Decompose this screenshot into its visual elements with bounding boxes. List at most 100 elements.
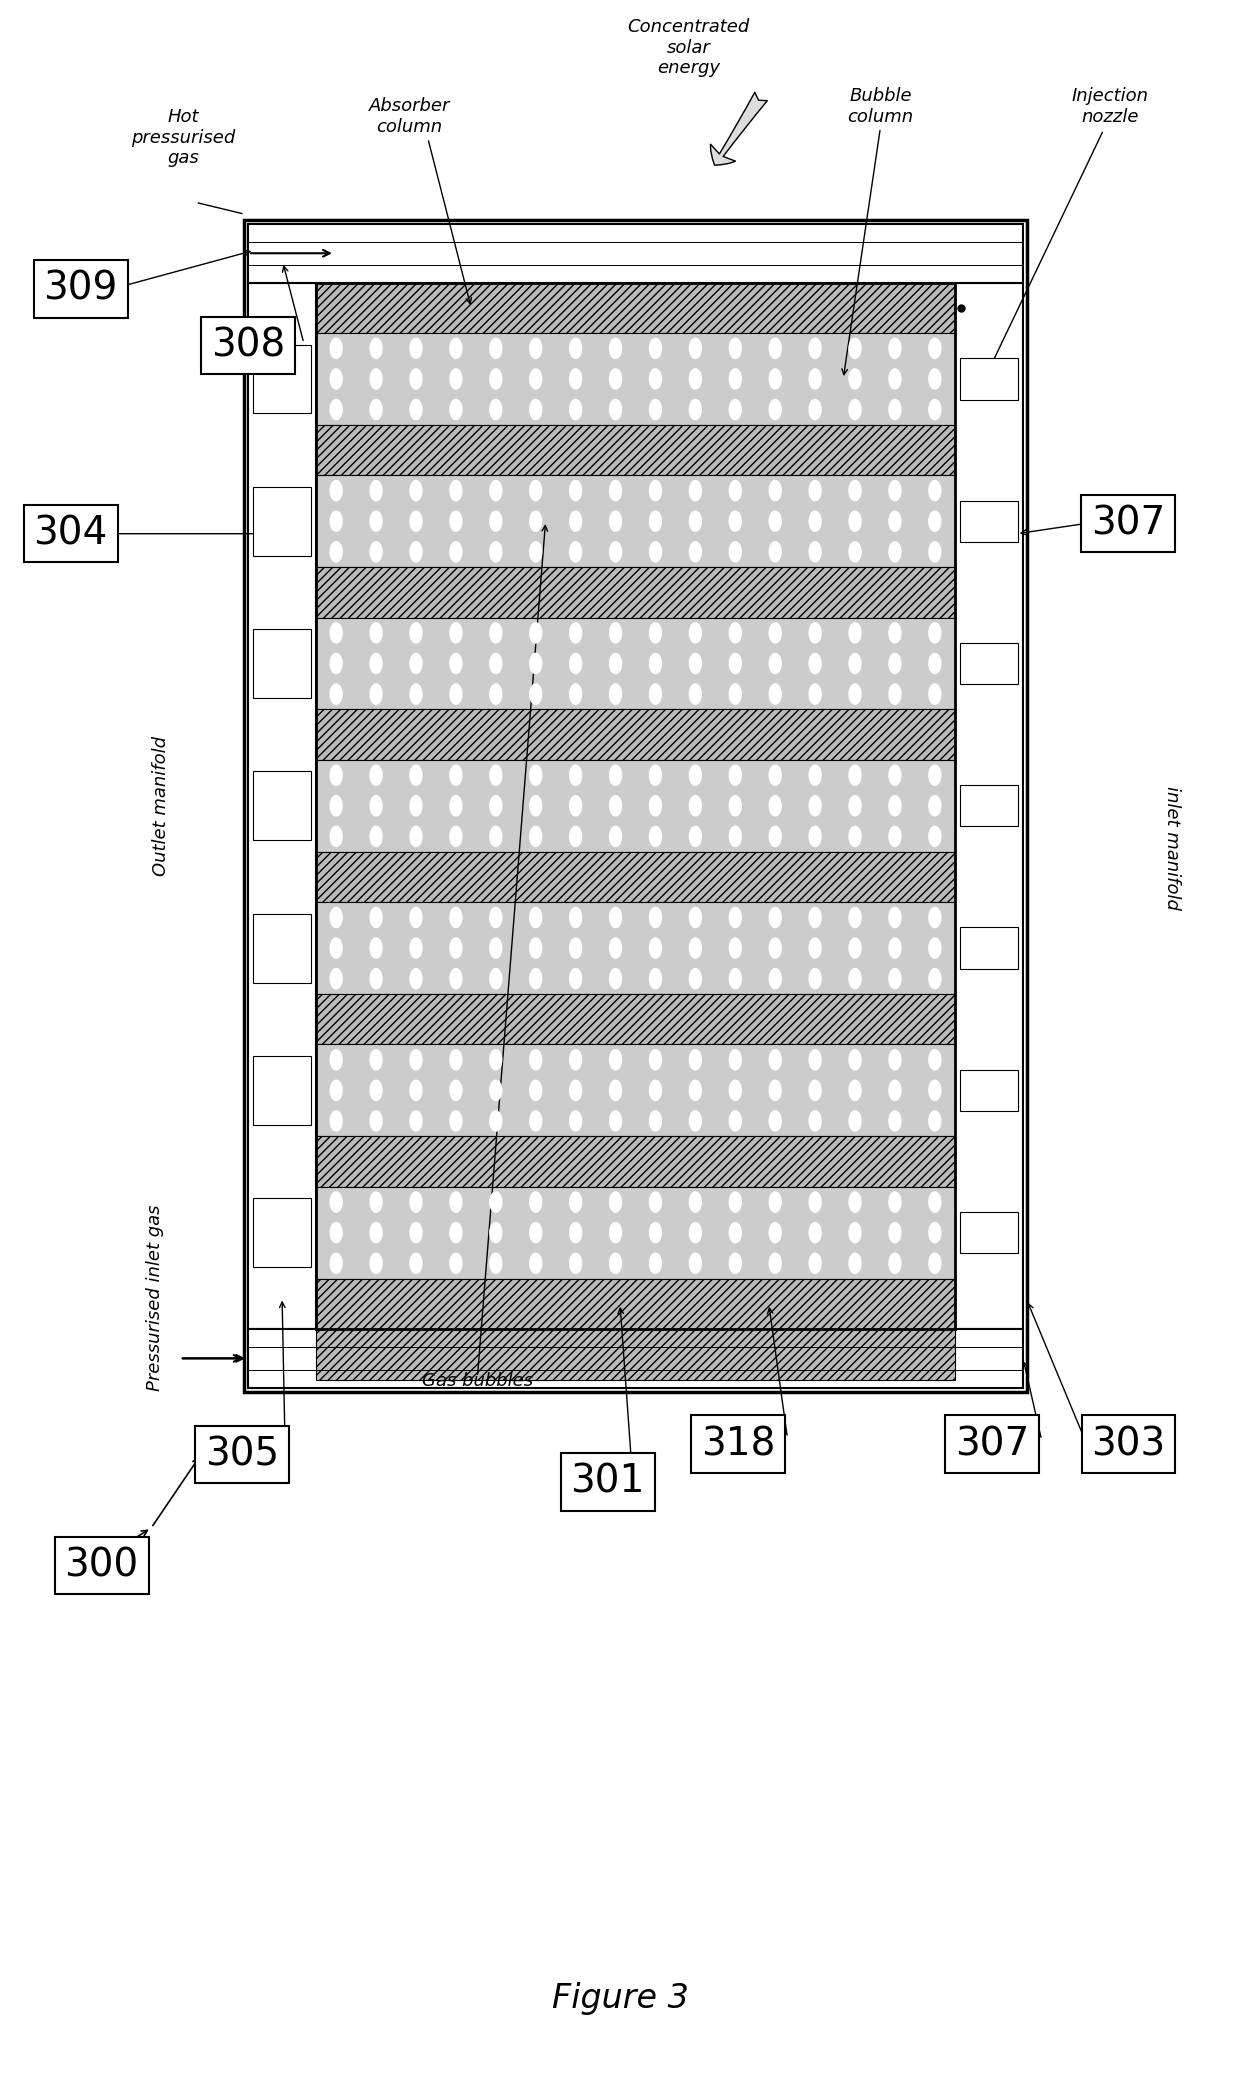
- Circle shape: [849, 1080, 861, 1101]
- Bar: [316, 1187, 955, 1279]
- Circle shape: [330, 1111, 342, 1130]
- Circle shape: [889, 827, 901, 846]
- Circle shape: [929, 1222, 941, 1243]
- Circle shape: [849, 1254, 861, 1273]
- Circle shape: [689, 339, 702, 358]
- Circle shape: [729, 339, 742, 358]
- Circle shape: [450, 908, 461, 927]
- Bar: [960, 643, 1018, 684]
- Circle shape: [889, 481, 901, 500]
- Circle shape: [569, 542, 582, 561]
- Circle shape: [370, 339, 382, 358]
- Circle shape: [729, 1111, 742, 1130]
- Circle shape: [490, 1193, 502, 1212]
- Circle shape: [450, 827, 461, 846]
- Circle shape: [410, 908, 422, 927]
- Circle shape: [450, 339, 461, 358]
- Circle shape: [490, 481, 502, 500]
- Bar: [960, 1212, 1018, 1254]
- Text: 309: 309: [43, 270, 118, 308]
- Circle shape: [370, 624, 382, 643]
- Circle shape: [529, 969, 542, 988]
- Circle shape: [569, 1111, 582, 1130]
- Circle shape: [889, 542, 901, 561]
- Circle shape: [370, 511, 382, 532]
- Circle shape: [729, 795, 742, 816]
- Circle shape: [330, 969, 342, 988]
- Text: Pressurised inlet gas: Pressurised inlet gas: [146, 1203, 164, 1392]
- Circle shape: [929, 339, 941, 358]
- Circle shape: [450, 1222, 461, 1243]
- Bar: [960, 500, 1018, 542]
- Circle shape: [849, 624, 861, 643]
- Circle shape: [529, 1051, 542, 1070]
- Circle shape: [610, 511, 621, 532]
- Circle shape: [689, 400, 702, 419]
- Circle shape: [450, 624, 461, 643]
- Circle shape: [689, 653, 702, 674]
- Circle shape: [810, 1222, 821, 1243]
- Circle shape: [529, 1111, 542, 1130]
- Circle shape: [769, 1080, 781, 1101]
- Circle shape: [849, 400, 861, 419]
- Circle shape: [410, 827, 422, 846]
- Circle shape: [490, 339, 502, 358]
- Text: 307: 307: [955, 1425, 1029, 1463]
- Circle shape: [810, 339, 821, 358]
- Circle shape: [689, 684, 702, 703]
- Text: 307: 307: [1091, 504, 1166, 542]
- Circle shape: [650, 653, 661, 674]
- Circle shape: [490, 766, 502, 785]
- Text: Figure 3: Figure 3: [552, 1982, 688, 2016]
- Circle shape: [849, 1193, 861, 1212]
- Circle shape: [769, 368, 781, 389]
- Circle shape: [490, 1051, 502, 1070]
- Circle shape: [610, 908, 621, 927]
- Circle shape: [410, 1051, 422, 1070]
- Circle shape: [490, 400, 502, 419]
- Circle shape: [650, 1051, 661, 1070]
- Bar: [244, 220, 1027, 1392]
- Circle shape: [410, 653, 422, 674]
- Circle shape: [490, 908, 502, 927]
- Circle shape: [889, 1111, 901, 1130]
- Circle shape: [370, 1111, 382, 1130]
- Circle shape: [490, 938, 502, 959]
- Bar: [316, 1329, 955, 1379]
- Bar: [248, 1329, 1023, 1388]
- Circle shape: [729, 827, 742, 846]
- Text: Bubble
column: Bubble column: [847, 86, 914, 126]
- Circle shape: [810, 1193, 821, 1212]
- Circle shape: [610, 1193, 621, 1212]
- Circle shape: [729, 908, 742, 927]
- Circle shape: [889, 1254, 901, 1273]
- Circle shape: [929, 938, 941, 959]
- Circle shape: [569, 827, 582, 846]
- Bar: [316, 994, 955, 1044]
- Circle shape: [569, 795, 582, 816]
- Circle shape: [689, 1254, 702, 1273]
- Circle shape: [729, 400, 742, 419]
- Circle shape: [610, 481, 621, 500]
- Circle shape: [529, 908, 542, 927]
- Circle shape: [410, 481, 422, 500]
- Circle shape: [810, 684, 821, 703]
- Circle shape: [330, 684, 342, 703]
- Circle shape: [769, 1193, 781, 1212]
- Circle shape: [450, 368, 461, 389]
- Circle shape: [849, 481, 861, 500]
- Circle shape: [689, 1080, 702, 1101]
- Bar: [316, 475, 955, 567]
- Circle shape: [610, 827, 621, 846]
- Circle shape: [650, 1222, 661, 1243]
- Circle shape: [650, 481, 661, 500]
- Circle shape: [810, 368, 821, 389]
- Circle shape: [490, 624, 502, 643]
- Circle shape: [569, 1193, 582, 1212]
- Circle shape: [769, 1254, 781, 1273]
- Circle shape: [410, 1080, 422, 1101]
- Circle shape: [889, 368, 901, 389]
- Circle shape: [370, 481, 382, 500]
- Circle shape: [370, 795, 382, 816]
- Circle shape: [769, 908, 781, 927]
